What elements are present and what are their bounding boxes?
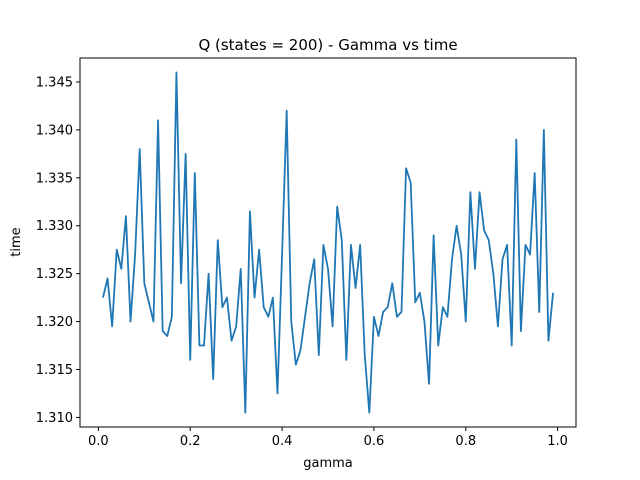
y-tick-label: 1.325 <box>36 267 73 282</box>
y-axis-label: time <box>9 227 24 256</box>
y-tick-label: 1.335 <box>36 171 73 186</box>
y-tick-label: 1.345 <box>36 75 73 90</box>
x-tick-label: 0.0 <box>88 434 109 449</box>
plot-frame <box>79 57 577 428</box>
chart-title: Q (states = 200) - Gamma vs time <box>198 36 457 54</box>
y-tick-label: 1.315 <box>36 363 73 378</box>
series-line-0 <box>102 71 554 414</box>
y-tick-label: 1.330 <box>36 219 73 234</box>
y-axis-ticks: 1.310 1.315 1.320 1.325 1.330 1.335 1.340 1.345 <box>36 75 80 426</box>
x-tick-label: 0.4 <box>272 434 293 449</box>
y-tick-label: 1.310 <box>36 411 73 426</box>
x-tick-label: 0.8 <box>455 434 476 449</box>
x-tick-label: 0.2 <box>180 434 201 449</box>
x-axis-ticks: 0.0 0.2 0.4 0.6 0.8 1.0 <box>88 427 568 449</box>
y-tick-label: 1.340 <box>36 123 73 138</box>
x-axis-label: gamma <box>303 456 353 471</box>
y-tick-label: 1.320 <box>36 315 73 330</box>
plot-area <box>102 71 554 414</box>
x-tick-label: 1.0 <box>547 434 568 449</box>
x-tick-label: 0.6 <box>364 434 385 449</box>
